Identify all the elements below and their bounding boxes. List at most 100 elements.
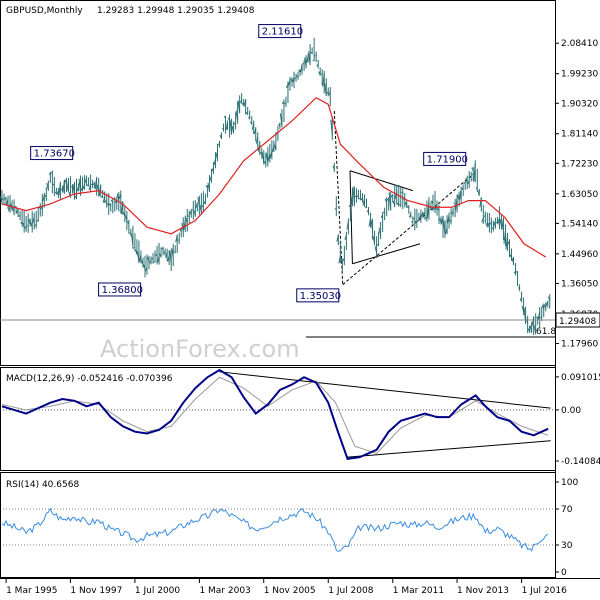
price-bar-open (161, 247, 164, 250)
x-tick-label: 1 Jul 2000 (135, 586, 180, 596)
price-bar-open (286, 84, 289, 89)
price-bar-open (437, 208, 440, 211)
price-bar-open (231, 125, 235, 133)
rsi-tick-label: 30 (561, 541, 573, 551)
price-bar-open (338, 256, 341, 264)
price-label: 2.11610 (262, 27, 303, 38)
price-bar-open (491, 227, 494, 230)
fib-label: 61.8 (536, 327, 556, 337)
price-bar-open (342, 258, 345, 262)
price-bar-open (469, 176, 472, 179)
price-bar-open (477, 190, 480, 196)
price-bar-open (92, 183, 96, 186)
price-bar-open (209, 175, 212, 181)
price-bar-open (134, 249, 138, 255)
price-bar-open (547, 296, 551, 301)
price-bar-open (455, 196, 458, 211)
price-bar-open (259, 151, 263, 155)
price-label-box (258, 24, 302, 39)
price-bar-open (4, 197, 7, 201)
macd-tick-label: -0.140843 (561, 457, 600, 467)
price-bar-open (288, 79, 291, 86)
macd-tick-label: 0.00 (561, 406, 581, 416)
price-bar-open (334, 207, 337, 210)
macd-trend-line (347, 440, 551, 458)
price-bar-open (255, 136, 259, 144)
price-bar-open (237, 100, 241, 114)
price-bar-open (509, 254, 512, 259)
price-bar-open (439, 218, 442, 223)
price-bar-open (50, 171, 53, 175)
price-bar-open (126, 221, 130, 224)
price-bar-open (541, 304, 545, 310)
price-label: 1.73670 (34, 149, 75, 160)
price-bar-open (36, 220, 39, 222)
price-bar-open (521, 305, 525, 312)
price-bar-open (487, 222, 490, 228)
rsi-tick-label: 0 (561, 568, 567, 578)
price-bar-open (374, 246, 378, 253)
price-bar-open (12, 207, 15, 213)
price-bar-open (263, 161, 267, 165)
price-bar-open (332, 165, 335, 170)
price-tick-label: 1.99230 (561, 70, 598, 80)
price-bar-open (82, 184, 86, 189)
price-bar-open (122, 211, 126, 217)
price-bar-open (207, 182, 210, 192)
price-bar-open (505, 234, 508, 250)
price-label: 1.35030 (300, 291, 341, 302)
price-bar-open (241, 102, 245, 105)
macd-title: MACD(12,26,9) -0.052416 -0.070396 (6, 374, 173, 384)
price-bar-open (292, 77, 295, 83)
price-bar-open (388, 192, 392, 211)
price-bar-open (124, 215, 128, 221)
price-bar-open (306, 55, 309, 63)
price-bar-open (116, 193, 120, 201)
price-bar-open (499, 219, 502, 226)
price-bar-open (396, 201, 400, 206)
price-bar-open (533, 325, 537, 334)
price-bar-open (66, 180, 69, 191)
price-bar-open (118, 194, 122, 199)
trend-line (333, 110, 344, 285)
x-tick-label: 1 Nov 2005 (264, 586, 316, 596)
price-bar-open (517, 286, 520, 289)
price-bar-open (372, 236, 376, 244)
price-bar-open (108, 203, 112, 207)
price-bar-open (376, 243, 379, 246)
price-bar-open (22, 222, 25, 228)
price-bar-open (58, 182, 61, 196)
price-bar-open (271, 146, 275, 153)
current-price-tag (555, 312, 600, 328)
price-bar-open (457, 194, 460, 201)
price-bar-open (149, 260, 152, 264)
price-bar-open (78, 178, 82, 193)
price-tick-label: 1.90320 (561, 99, 598, 109)
price-tick-label: 1.63050 (561, 190, 598, 200)
price-bar-open (6, 198, 9, 206)
price-bar-open (86, 184, 89, 187)
price-bar-open (243, 99, 247, 107)
price-label-box (296, 288, 340, 303)
price-bar-open (336, 234, 339, 242)
price-bar-open (463, 181, 466, 184)
price-bar-open (461, 187, 464, 191)
price-bar-open (84, 177, 88, 183)
price-bar-open (465, 177, 468, 184)
price-bar-open (169, 250, 172, 263)
price-bar-open (143, 264, 146, 270)
price-label: 1.36800 (102, 285, 143, 296)
price-bar-open (133, 247, 136, 249)
price-bar-open (102, 196, 106, 203)
price-bar-open (94, 178, 98, 190)
price-bar-open (352, 186, 355, 205)
price-bar-open (225, 122, 229, 131)
price-bar-open (104, 199, 108, 203)
price-bar-open (159, 253, 162, 258)
price-bar-open (147, 256, 150, 262)
price-label-box (423, 151, 467, 166)
price-bar-open (413, 217, 416, 220)
price-bar-open (368, 218, 372, 227)
macd-y-axis: 0.091015 0.00 -0.140843 (555, 373, 600, 467)
